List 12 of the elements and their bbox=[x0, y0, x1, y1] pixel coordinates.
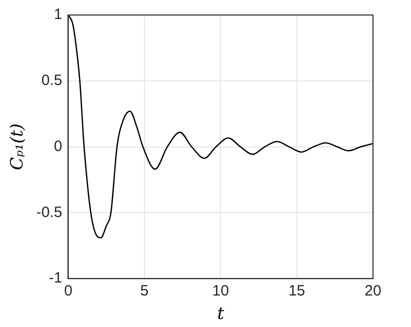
x-tick-label: 10 bbox=[212, 282, 229, 300]
y-tick-label: 1 bbox=[54, 6, 62, 24]
y-tick-label: -0.5 bbox=[36, 204, 62, 221]
x-tick-label: 5 bbox=[140, 282, 149, 300]
x-tick-label: 20 bbox=[364, 282, 382, 300]
x-axis-title: t bbox=[217, 304, 224, 324]
y-axis-title: Cₚ₁(t) bbox=[8, 123, 28, 170]
y-tick-label: 0 bbox=[54, 138, 62, 155]
y-tick-label: -1 bbox=[48, 270, 62, 287]
line-series bbox=[68, 15, 373, 238]
x-tick-label: 15 bbox=[288, 282, 306, 300]
y-tick-label: 0.5 bbox=[41, 72, 62, 90]
